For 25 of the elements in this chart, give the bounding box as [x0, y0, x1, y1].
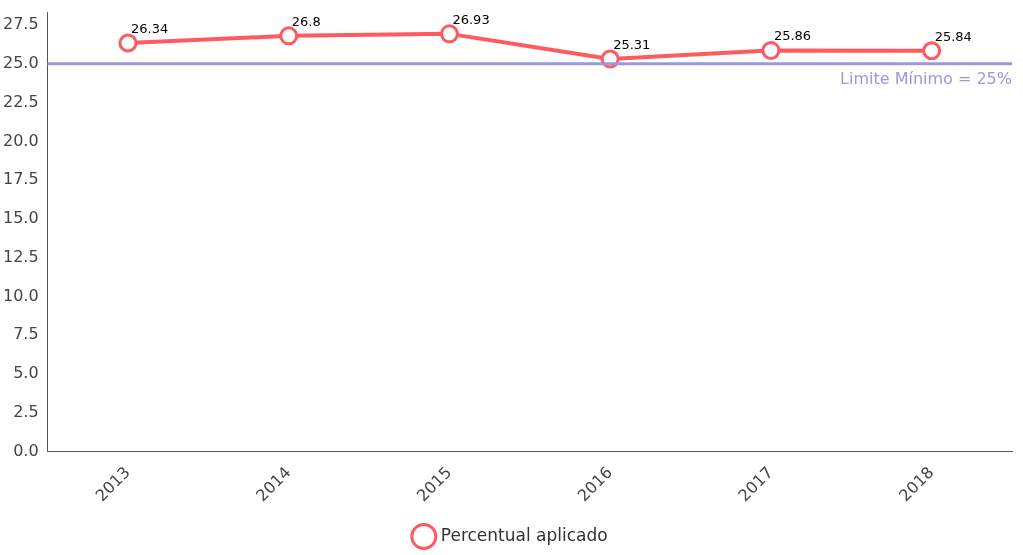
y-tick-label: 27.5 [3, 14, 39, 34]
data-label: 26.34 [130, 20, 169, 36]
legend-label: Percentual aplicado [440, 524, 608, 545]
y-tick-label: 12.5 [3, 246, 39, 266]
y-tick-label: 0.0 [13, 440, 39, 460]
y-tick-label: 15.0 [3, 208, 39, 228]
data-label: 25.31 [613, 36, 651, 52]
ref-line-label: Limite Mínimo = 25% [840, 68, 1012, 88]
data-label: 26.8 [291, 13, 321, 29]
y-tick-label: 7.5 [13, 324, 39, 344]
y-tick-label: 25.0 [3, 52, 39, 72]
y-tick-label: 10.0 [3, 285, 39, 305]
y-tick-label: 20.0 [3, 130, 39, 150]
data-label: 25.86 [773, 28, 812, 44]
y-tick-label: 17.5 [3, 169, 39, 189]
data-label: 25.84 [934, 28, 972, 44]
point [118, 33, 138, 53]
point [761, 40, 781, 60]
y-tick-label: 5.0 [13, 363, 39, 383]
y-tick-label: 22.5 [3, 91, 39, 111]
y-tick-label: 2.5 [13, 402, 39, 421]
data-label: 26.93 [452, 11, 490, 27]
point [922, 41, 942, 61]
point [439, 24, 459, 44]
point [279, 26, 299, 46]
